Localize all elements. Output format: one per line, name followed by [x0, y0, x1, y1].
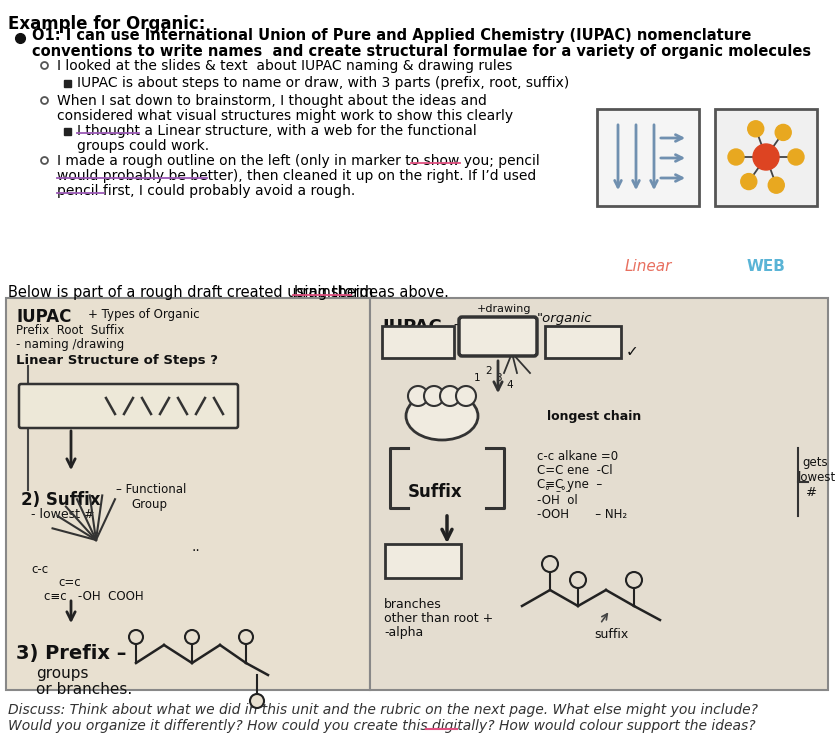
Text: + Types of Organic: + Types of Organic — [88, 308, 199, 321]
Text: I thought a Linear structure, with a web for the functional: I thought a Linear structure, with a web… — [77, 124, 477, 138]
Text: other than root +: other than root + — [384, 612, 494, 625]
Text: O1: I can use International Union of Pure and Applied Chemistry (IUPAC) nomencla: O1: I can use International Union of Pur… — [32, 28, 752, 43]
Text: brainstorm: brainstorm — [293, 285, 374, 300]
Text: branches: branches — [384, 598, 442, 611]
Text: or branches.: or branches. — [36, 682, 132, 697]
Circle shape — [440, 386, 460, 406]
Text: 7: 7 — [530, 335, 536, 345]
Text: Root: Root — [474, 340, 518, 358]
FancyBboxPatch shape — [597, 109, 699, 206]
Circle shape — [542, 556, 558, 572]
FancyBboxPatch shape — [459, 317, 537, 356]
Text: c-c: c-c — [31, 563, 48, 576]
Circle shape — [424, 386, 444, 406]
Text: Discuss: Think about what we did in this unit and the rubric on the next page. W: Discuss: Think about what we did in this… — [8, 703, 758, 717]
Text: -alpha: -alpha — [384, 626, 423, 639]
Circle shape — [250, 694, 264, 708]
Text: c=c: c=c — [58, 576, 80, 589]
Text: 2) Suffix: 2) Suffix — [21, 491, 101, 509]
Text: ideas above.: ideas above. — [351, 285, 449, 300]
Text: considered what visual structures might work to show this clearly: considered what visual structures might … — [57, 109, 513, 123]
Circle shape — [788, 149, 804, 165]
Text: lowest: lowest — [798, 471, 836, 484]
Text: Linear Structure of Steps ?: Linear Structure of Steps ? — [16, 354, 218, 367]
Text: c-c alkane =0: c-c alkane =0 — [537, 450, 618, 463]
Text: °  –°–: ° –°– — [545, 486, 571, 496]
Text: 2: 2 — [485, 366, 492, 376]
FancyBboxPatch shape — [6, 298, 370, 690]
FancyBboxPatch shape — [19, 384, 238, 428]
Text: gets: gets — [802, 456, 828, 469]
Text: –: – — [458, 410, 467, 428]
Bar — [64, 128, 71, 135]
Circle shape — [768, 177, 784, 193]
FancyBboxPatch shape — [385, 544, 461, 578]
Text: c≡c   -OH  COOH: c≡c -OH COOH — [44, 590, 143, 603]
Text: I looked at the slides & text  about IUPAC naming & drawing rules: I looked at the slides & text about IUPA… — [57, 59, 512, 73]
Circle shape — [728, 149, 744, 165]
Circle shape — [747, 121, 763, 137]
Text: Suffix: Suffix — [408, 483, 463, 501]
Text: I made a rough outline on the left (only in marker to show you; pencil: I made a rough outline on the left (only… — [57, 154, 540, 168]
Text: 3: 3 — [495, 373, 502, 383]
Text: would probably be better), then cleaned it up on the right. If I’d used: would probably be better), then cleaned … — [57, 169, 536, 183]
Circle shape — [456, 386, 476, 406]
Text: IUPAC: IUPAC — [382, 318, 442, 336]
Circle shape — [408, 386, 428, 406]
Text: +drawing: +drawing — [477, 304, 531, 314]
Text: suffix: suffix — [594, 628, 628, 641]
Text: - lowest #: - lowest # — [31, 508, 95, 521]
Circle shape — [741, 174, 757, 189]
Text: ✓: ✓ — [626, 344, 639, 359]
Text: Root: Root — [410, 406, 453, 424]
Text: 4: 4 — [506, 380, 513, 390]
Text: Prefix: Prefix — [394, 344, 445, 359]
Text: -OH  ol: -OH ol — [537, 494, 577, 507]
Text: Prefix  Root  Suffix: Prefix Root Suffix — [16, 324, 124, 337]
Text: Prefix: Prefix — [396, 563, 452, 581]
FancyBboxPatch shape — [715, 109, 817, 206]
Text: 6: 6 — [512, 328, 519, 338]
Text: Linear: Linear — [624, 259, 672, 274]
Text: groups: groups — [36, 666, 89, 681]
Text: IUPAC: IUPAC — [16, 308, 71, 326]
Text: pencil first, I could probably avoid a rough.: pencil first, I could probably avoid a r… — [57, 184, 355, 198]
Circle shape — [129, 630, 143, 644]
Text: C≡C yne  –: C≡C yne – — [537, 478, 603, 491]
Text: 1) Root: 1) Root — [28, 393, 102, 411]
Text: – Functional: – Functional — [116, 483, 186, 496]
Text: 1: 1 — [474, 373, 481, 383]
Text: 5: 5 — [497, 334, 504, 344]
FancyBboxPatch shape — [545, 326, 621, 358]
Text: Would you organize it differently? How could you create this digitally? How woul: Would you organize it differently? How c… — [8, 719, 756, 733]
Text: "organic: "organic — [537, 312, 592, 325]
Text: - naming /drawing: - naming /drawing — [16, 338, 124, 351]
Circle shape — [626, 572, 642, 588]
Circle shape — [753, 144, 779, 170]
FancyBboxPatch shape — [370, 298, 828, 690]
Text: ..: .. — [191, 540, 199, 554]
Text: -OOH       – NH₂: -OOH – NH₂ — [537, 508, 627, 521]
Text: IUPAC is about steps to name or draw, with 3 parts (prefix, root, suffix): IUPAC is about steps to name or draw, wi… — [77, 76, 569, 90]
Text: WEB: WEB — [747, 259, 785, 274]
Bar — [64, 80, 71, 87]
Text: conventions to write names  and create structural formulae for a variety of orga: conventions to write names and create st… — [32, 44, 811, 59]
Circle shape — [570, 572, 586, 588]
Circle shape — [775, 125, 791, 140]
Text: 3) Prefix –: 3) Prefix – — [16, 644, 127, 663]
Text: longest chain: longest chain — [547, 410, 641, 423]
Text: Suffix: Suffix — [554, 344, 604, 359]
Text: groups could work.: groups could work. — [77, 139, 210, 153]
FancyBboxPatch shape — [382, 326, 454, 358]
Text: When I sat down to brainstorm, I thought about the ideas and: When I sat down to brainstorm, I thought… — [57, 94, 487, 108]
Ellipse shape — [406, 392, 478, 440]
Circle shape — [185, 630, 199, 644]
Text: – naming: – naming — [454, 318, 518, 332]
Text: Group: Group — [131, 498, 167, 511]
Text: Below is part of a rough draft created using the: Below is part of a rough draft created u… — [8, 285, 360, 300]
Text: #: # — [806, 486, 817, 499]
Text: C=C ene  -Cl: C=C ene -Cl — [537, 464, 613, 477]
Text: Example for Organic:: Example for Organic: — [8, 15, 205, 33]
Circle shape — [239, 630, 253, 644]
